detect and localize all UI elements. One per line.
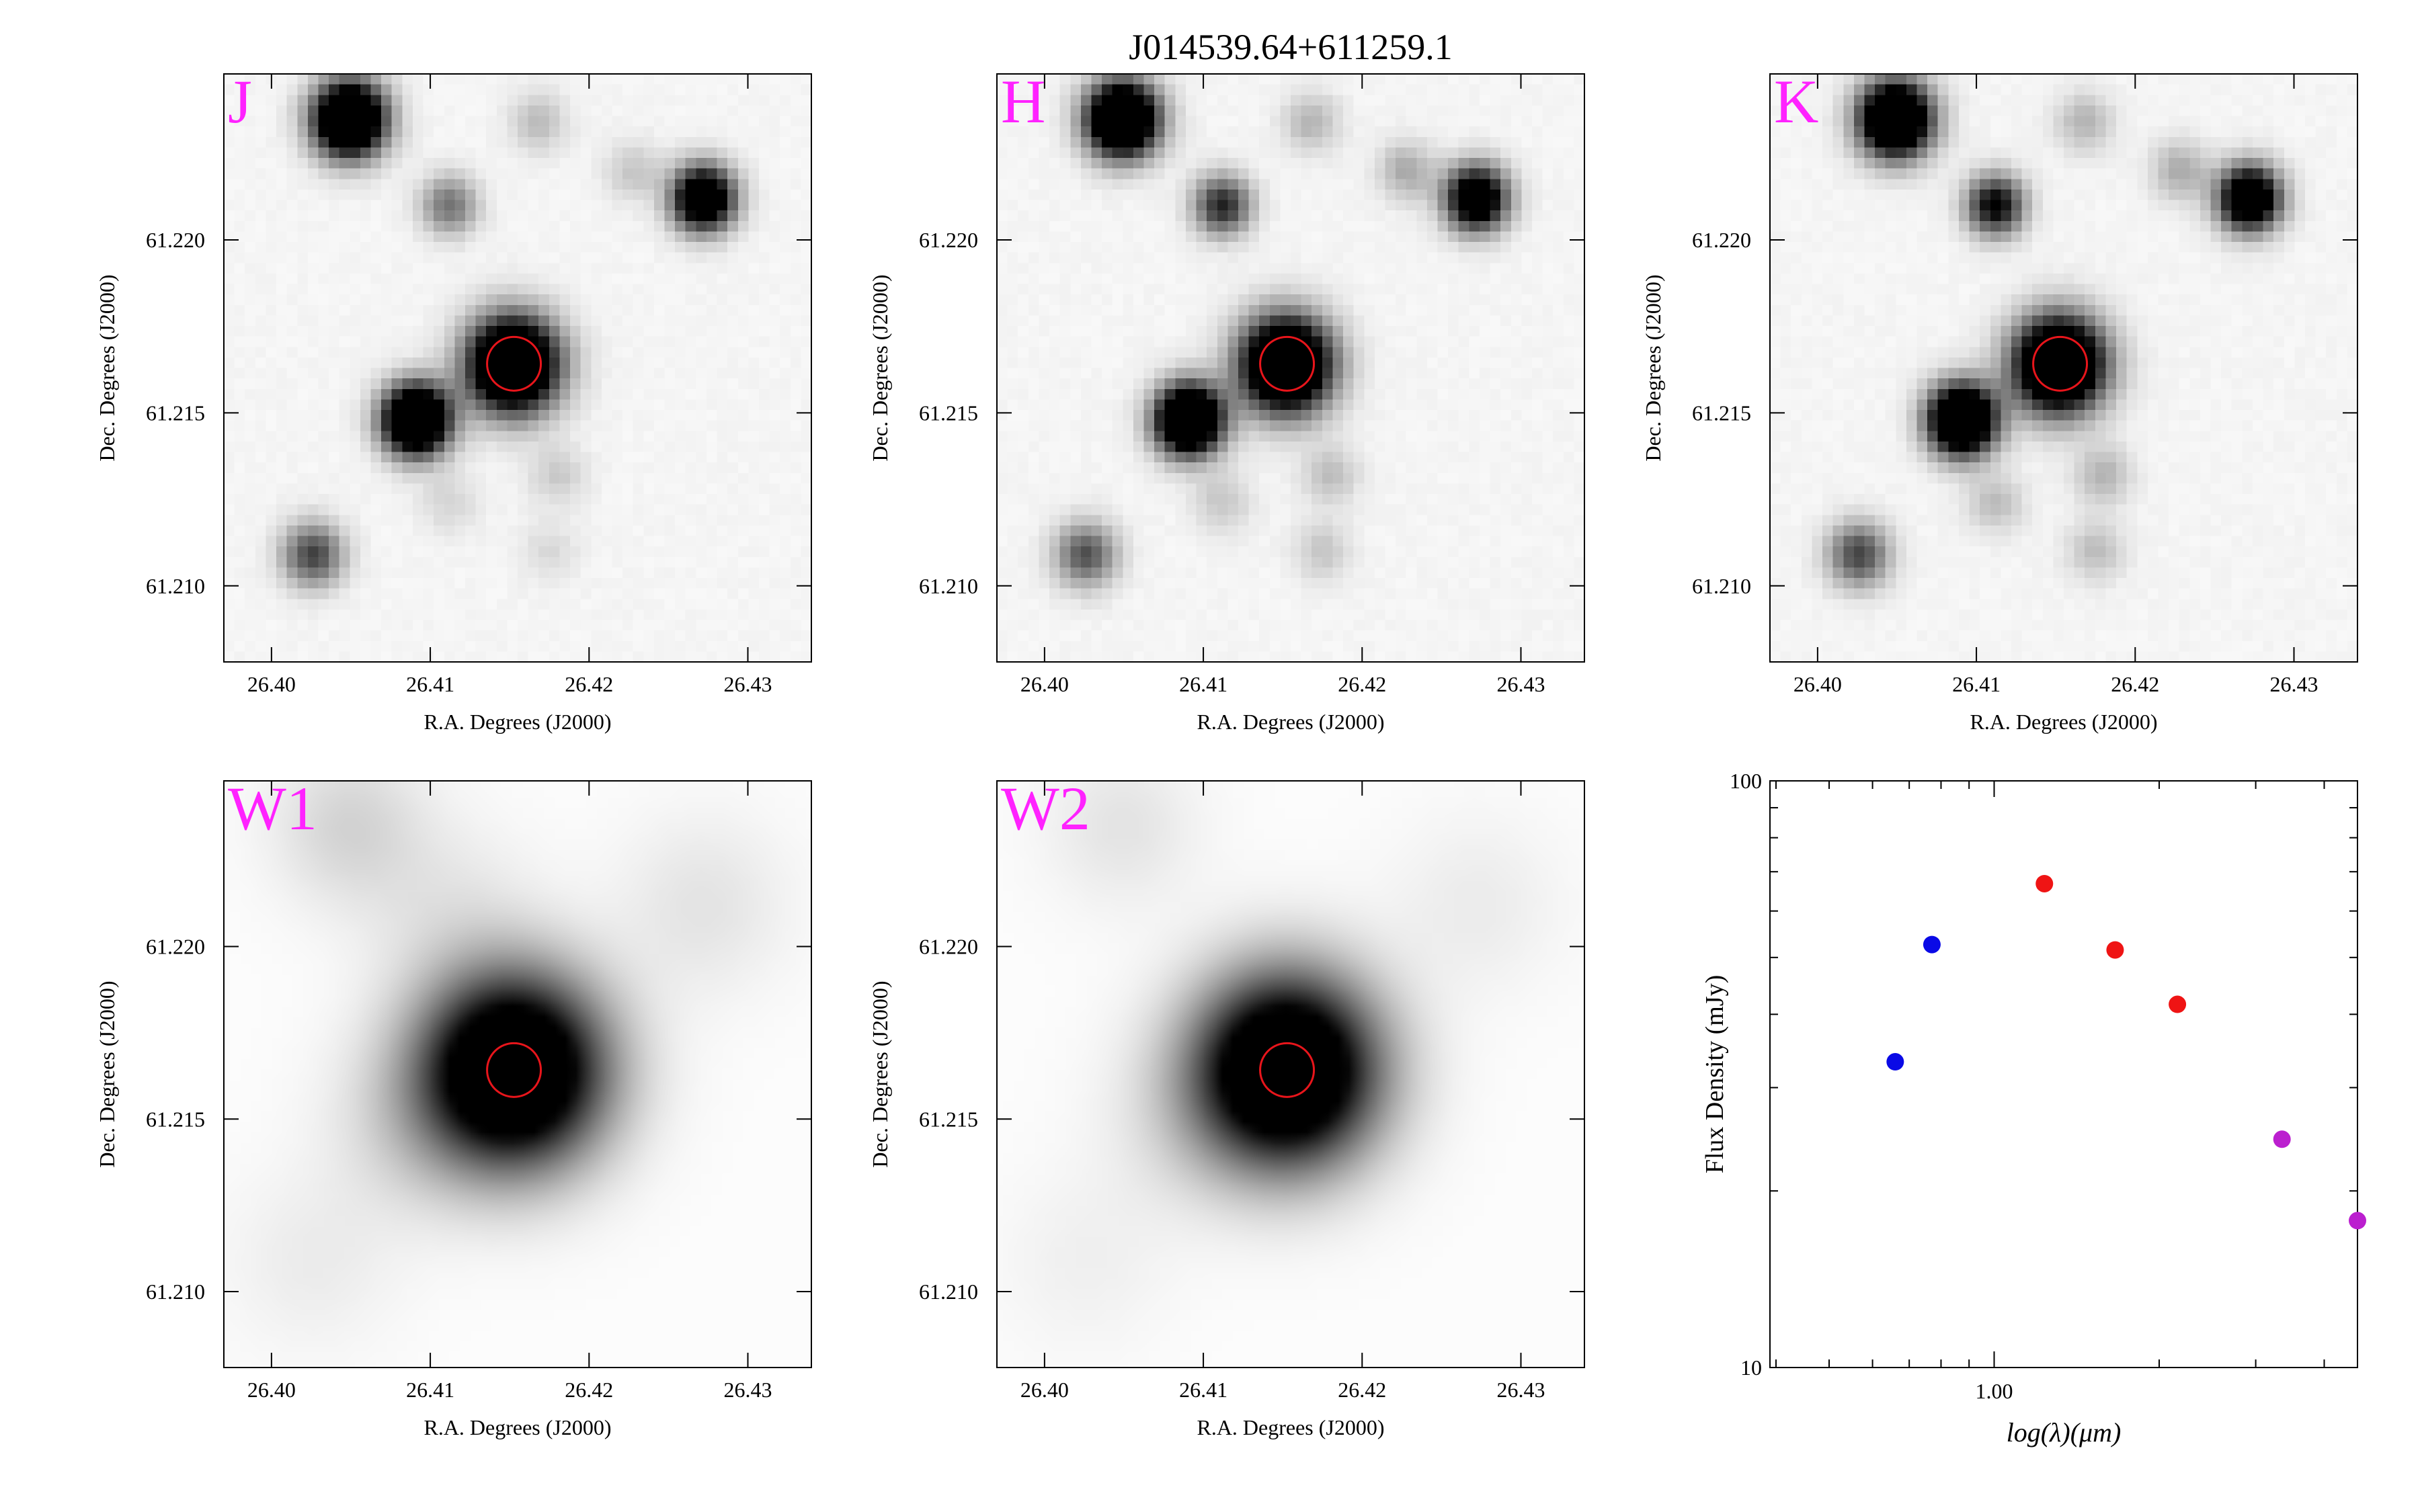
sed-frame bbox=[1769, 780, 2358, 1368]
band-label: W2 bbox=[1001, 774, 1090, 843]
panel-frame bbox=[996, 73, 1585, 663]
y-tick-label: 61.215 bbox=[146, 401, 205, 425]
y-tick-label: 61.210 bbox=[1692, 574, 1751, 598]
image-panel-k: K 26.40 26.41 26.42 26.43 61.210 61.215 61.220 R… bbox=[1641, 67, 2358, 734]
sed-x-axis-label: log(λ)(μm) bbox=[2007, 1417, 2122, 1447]
x-tick-label: 1.00 bbox=[1975, 1379, 2013, 1403]
sed-series-0 bbox=[1886, 935, 1941, 1071]
sky-image-w1 bbox=[224, 781, 811, 1368]
sed-point bbox=[1886, 1053, 1904, 1071]
y-axis-label: Dec. Degrees (J2000) bbox=[868, 274, 892, 461]
x-axis-label: R.A. Degrees (J2000) bbox=[1197, 710, 1384, 734]
x-tick-label: 26.40 bbox=[1020, 672, 1069, 696]
x-axis-label: R.A. Degrees (J2000) bbox=[1197, 1415, 1384, 1439]
target-aperture bbox=[2032, 335, 2089, 392]
sky-image-h bbox=[997, 74, 1584, 662]
x-tick-label: 26.40 bbox=[247, 1378, 296, 1402]
panel-frame bbox=[223, 780, 812, 1368]
y-tick-label: 10 bbox=[1740, 1355, 1762, 1380]
x-tick-label: 26.40 bbox=[247, 672, 296, 696]
x-tick-label: 26.42 bbox=[1338, 1378, 1386, 1402]
band-label: K bbox=[1774, 67, 1818, 136]
sed-point bbox=[2106, 941, 2124, 959]
x-tick-label: 26.41 bbox=[1952, 672, 2001, 696]
sed-series-2 bbox=[2273, 1130, 2366, 1230]
x-tick-label: 26.41 bbox=[406, 1378, 454, 1402]
y-tick-label: 61.210 bbox=[919, 1279, 978, 1304]
target-aperture bbox=[1259, 335, 1316, 392]
panel-frame bbox=[996, 780, 1585, 1368]
y-tick-label: 61.220 bbox=[146, 228, 205, 252]
y-tick-label: 61.215 bbox=[1692, 401, 1751, 425]
image-panels: J 26.40 26.41 26.42 26.43 61.210 61.215 61.220 R… bbox=[95, 67, 2358, 1439]
sed-point bbox=[1923, 935, 1941, 954]
sky-image-j bbox=[224, 74, 811, 662]
x-axis-label: R.A. Degrees (J2000) bbox=[424, 1415, 611, 1439]
y-tick-label: 61.215 bbox=[919, 401, 978, 425]
y-tick-label: 61.210 bbox=[146, 1279, 205, 1304]
sky-image-k bbox=[1770, 74, 2357, 662]
image-panel-w1: W1 26.40 26.41 26.42 26.43 61.210 61.215 61.220… bbox=[95, 774, 812, 1439]
y-tick-label: 61.210 bbox=[146, 574, 205, 598]
sed-y-axis-label: Flux Density (mJy) bbox=[1701, 975, 1729, 1174]
sed-point bbox=[2349, 1212, 2366, 1230]
x-tick-label: 26.40 bbox=[1793, 672, 1842, 696]
x-axis-label: R.A. Degrees (J2000) bbox=[1970, 710, 2157, 734]
x-tick-label: 26.41 bbox=[1179, 672, 1227, 696]
y-axis-label: Dec. Degrees (J2000) bbox=[95, 980, 119, 1167]
figure-title: J014539.64+611259.1 bbox=[1129, 27, 1452, 67]
x-tick-label: 26.41 bbox=[406, 672, 454, 696]
y-tick-label: 61.220 bbox=[1692, 228, 1751, 252]
x-tick-label: 26.42 bbox=[1338, 672, 1386, 696]
x-tick-label: 26.43 bbox=[2270, 672, 2318, 696]
sky-image-w2 bbox=[997, 781, 1584, 1368]
band-label: J bbox=[228, 67, 252, 136]
x-tick-label: 26.43 bbox=[724, 672, 772, 696]
y-tick-label: 61.220 bbox=[919, 228, 978, 252]
image-panel-j: J 26.40 26.41 26.42 26.43 61.210 61.215 61.220 R… bbox=[95, 67, 812, 734]
image-panel-w2: W2 26.40 26.41 26.42 26.43 61.210 61.215 61.220… bbox=[868, 774, 1585, 1439]
y-tick-label: 61.220 bbox=[146, 934, 205, 958]
band-label: H bbox=[1001, 67, 1045, 136]
x-tick-label: 26.42 bbox=[565, 1378, 613, 1402]
y-tick-label: 100 bbox=[1730, 769, 1762, 793]
x-tick-label: 26.43 bbox=[1497, 1378, 1545, 1402]
sed-series-1 bbox=[2035, 874, 2187, 1013]
target-aperture bbox=[1259, 1042, 1316, 1098]
y-tick-label: 61.215 bbox=[919, 1107, 978, 1131]
y-axis-label: Dec. Degrees (J2000) bbox=[868, 980, 892, 1167]
x-tick-label: 26.43 bbox=[1497, 672, 1545, 696]
sed-point bbox=[2035, 874, 2054, 892]
y-tick-label: 61.215 bbox=[146, 1107, 205, 1131]
target-aperture bbox=[486, 1042, 542, 1098]
sed-chart: 1.00 10 100 log(λ)(μm) Flux Density (mJy) bbox=[1701, 769, 2366, 1447]
x-axis-label: R.A. Degrees (J2000) bbox=[424, 710, 611, 734]
panel-frame bbox=[1769, 73, 2358, 663]
band-label: W1 bbox=[228, 774, 317, 843]
y-tick-label: 61.220 bbox=[919, 934, 978, 958]
sed-point bbox=[2169, 995, 2187, 1013]
x-tick-label: 26.43 bbox=[724, 1378, 772, 1402]
x-tick-label: 26.40 bbox=[1020, 1378, 1069, 1402]
x-tick-label: 26.41 bbox=[1179, 1378, 1227, 1402]
image-panel-h: H 26.40 26.41 26.42 26.43 61.210 61.215 61.220 R… bbox=[868, 67, 1585, 734]
x-tick-label: 26.42 bbox=[2111, 672, 2159, 696]
sed-point bbox=[2273, 1130, 2291, 1148]
panel-frame bbox=[223, 73, 812, 663]
y-tick-label: 61.210 bbox=[919, 574, 978, 598]
target-aperture bbox=[486, 335, 542, 392]
y-axis-label: Dec. Degrees (J2000) bbox=[1641, 274, 1665, 461]
y-axis-label: Dec. Degrees (J2000) bbox=[95, 274, 119, 461]
x-tick-label: 26.42 bbox=[565, 672, 613, 696]
